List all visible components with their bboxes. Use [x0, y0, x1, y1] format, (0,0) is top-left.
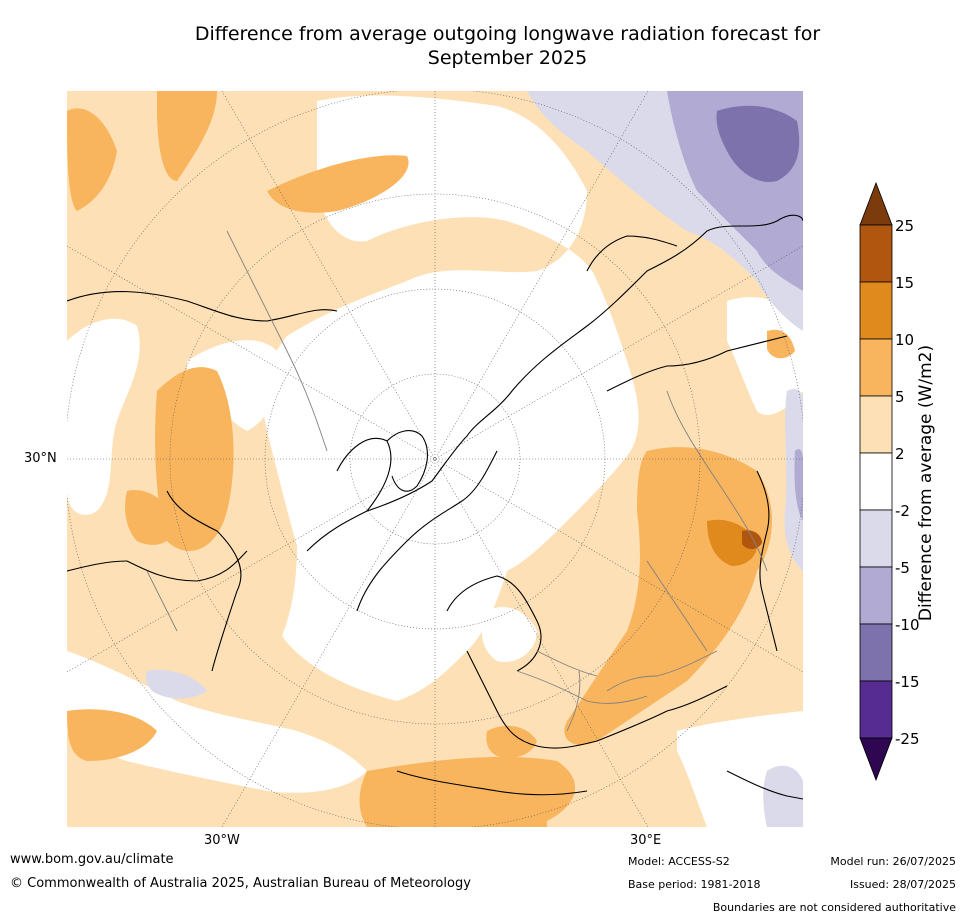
colorbar-tick-label: 10	[895, 331, 914, 349]
colorbar-tick-label: 15	[895, 274, 914, 292]
colorbar-segment	[859, 623, 893, 682]
colorbar-segment	[859, 224, 893, 283]
title-line-1: Difference from average outgoing longwav…	[194, 23, 821, 45]
colorbar-segment	[859, 281, 893, 340]
colorbar-tick-label: 5	[895, 388, 905, 406]
colorbar-title: Difference from average (W/m2)	[916, 344, 936, 622]
colorbar-tick-label: -15	[895, 673, 920, 691]
colorbar: 25 15 10 5 2 -2 -5 -10 -15 -25	[859, 181, 920, 782]
colorbar-segment	[859, 680, 893, 739]
shading-neutral	[67, 95, 803, 827]
footer-issued: Issued: 28/07/2025	[849, 878, 956, 891]
footer-model: Model: ACCESS-S2	[628, 855, 730, 868]
chart-title: Difference from average outgoing longwav…	[100, 22, 915, 70]
colorbar-segment	[859, 566, 893, 625]
footer-base-period: Base period: 1981-2018	[628, 878, 761, 891]
colorbar-tick-label: 25	[895, 217, 914, 235]
colorbar-tick-label: -5	[895, 559, 910, 577]
polar-map	[67, 91, 803, 827]
lon-label-30e: 30°E	[630, 833, 662, 848]
footer-url[interactable]: www.bom.gov.au/climate	[10, 852, 174, 867]
footer-copyright: © Commonwealth of Australia 2025, Austra…	[10, 876, 471, 891]
country-boundaries	[146, 230, 768, 732]
shading-neg-10-15	[716, 105, 800, 182]
lon-label-30w: 30°W	[204, 833, 240, 848]
colorbar-segment	[859, 509, 893, 568]
colorbar-extend-top	[859, 181, 893, 226]
title-line-2: September 2025	[427, 47, 588, 69]
shading-15-25	[742, 530, 762, 550]
footer-model-run: Model run: 26/07/2025	[830, 855, 956, 868]
colorbar-extend-bottom	[859, 737, 893, 782]
shading-5-10	[67, 91, 795, 827]
footer-disclaimer: Boundaries are not considered authoritat…	[712, 901, 956, 914]
colorbar-tick-label: -25	[895, 730, 920, 748]
colorbar-tick-label: -2	[895, 502, 910, 520]
colorbar-segment	[859, 452, 893, 511]
colorbar-tick-label: -10	[895, 616, 920, 634]
colorbar-segment	[859, 338, 893, 397]
lat-label-30n: 30°N	[24, 451, 57, 466]
colorbar-tick-label: 2	[895, 445, 905, 463]
colorbar-segment	[859, 395, 893, 454]
coastlines	[67, 214, 803, 800]
map-svg	[67, 91, 803, 827]
